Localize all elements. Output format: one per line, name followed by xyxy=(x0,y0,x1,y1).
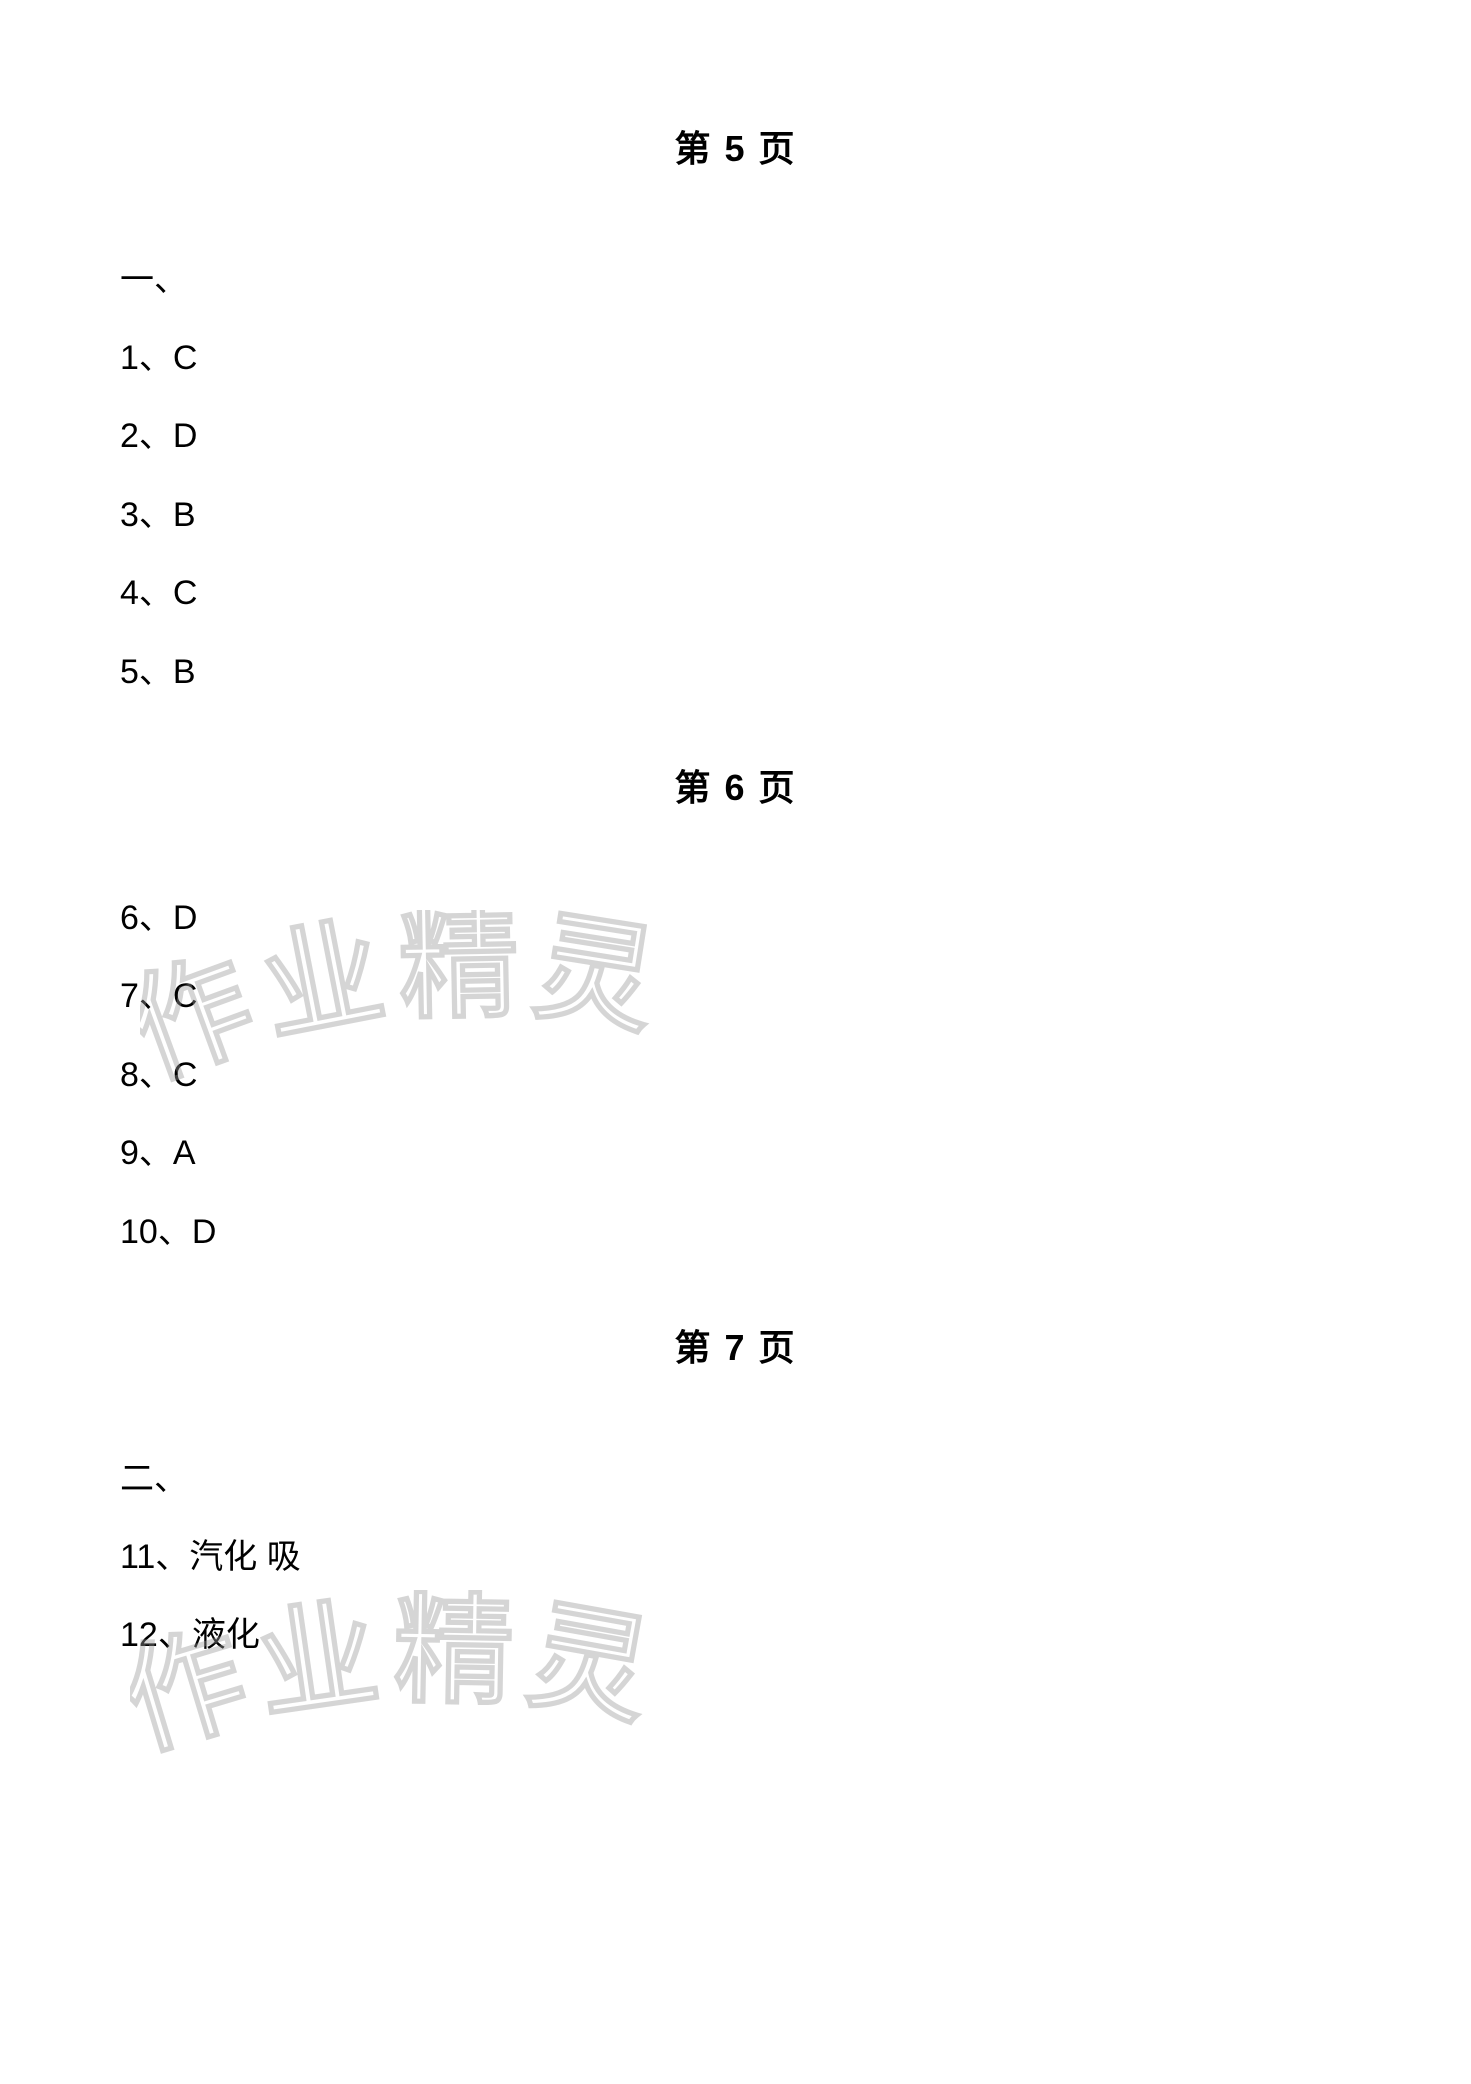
answer-7: 7、C xyxy=(120,969,1351,1023)
page-block-7: 第 7 页 二、 11、汽化 吸 12、液化 xyxy=(120,1319,1351,1663)
answer-2: 2、D xyxy=(120,409,1351,463)
page-block-5: 第 5 页 一、 1、C 2、D 3、B 4、C 5、B xyxy=(120,120,1351,699)
document-container: 第 5 页 一、 1、C 2、D 3、B 4、C 5、B 第 6 页 6、D 7… xyxy=(0,0,1471,1663)
answer-11: 11、汽化 吸 xyxy=(120,1530,1351,1584)
answer-6: 6、D xyxy=(120,891,1351,945)
answer-4: 4、C xyxy=(120,566,1351,620)
answer-12: 12、液化 xyxy=(120,1608,1351,1662)
section-label-1: 一、 xyxy=(120,252,1351,301)
section-label-2: 二、 xyxy=(120,1451,1351,1500)
page-header-5: 第 5 页 xyxy=(120,120,1351,172)
answer-10: 10、D xyxy=(120,1205,1351,1259)
page-header-6: 第 6 页 xyxy=(120,759,1351,811)
answer-3: 3、B xyxy=(120,488,1351,542)
answer-1: 1、C xyxy=(120,331,1351,385)
answer-5: 5、B xyxy=(120,645,1351,699)
page-block-6: 第 6 页 6、D 7、C 8、C 9、A 10、D xyxy=(120,759,1351,1259)
page-header-7: 第 7 页 xyxy=(120,1319,1351,1371)
answer-8: 8、C xyxy=(120,1048,1351,1102)
answer-9: 9、A xyxy=(120,1126,1351,1180)
